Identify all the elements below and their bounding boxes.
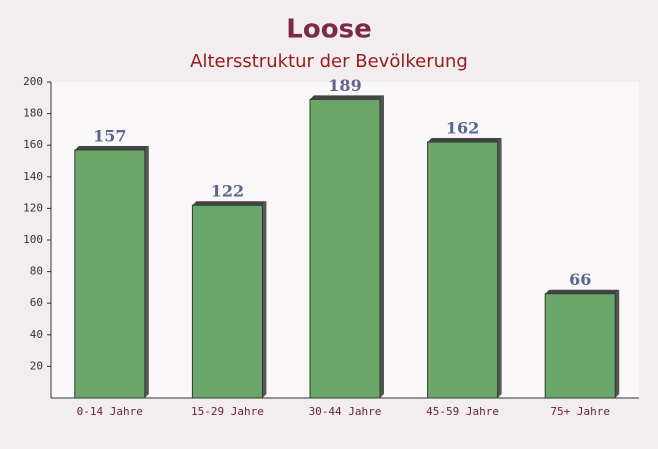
x-tick-label: 45-59 Jahre [426,405,499,418]
y-tick-label: 40 [30,328,43,341]
bar-shadow [310,95,384,100]
bar-shadow [615,289,620,398]
bar-shadow [262,201,267,398]
bar [309,98,381,399]
bar-shadow [192,201,267,206]
value-label: 157 [93,126,126,145]
y-tick-label: 60 [30,296,43,309]
bar-shadow [427,138,502,143]
value-label: 66 [569,270,591,289]
bar-shadow [497,138,502,399]
bar [191,204,263,399]
chart-title: Loose [286,15,371,45]
value-label: 122 [211,182,244,201]
y-tick-label: 80 [30,265,43,278]
y-tick-label: 20 [30,359,43,372]
bar [427,141,499,399]
y-tick-label: 180 [23,107,43,120]
bar-shadow [144,145,149,398]
bar-shadow [74,145,149,150]
x-tick-label: 30-44 Jahre [309,405,382,418]
bar [74,149,146,399]
y-tick-label: 100 [23,233,43,246]
y-tick-label: 160 [23,138,43,151]
bar [544,293,616,399]
x-tick-label: 15-29 Jahre [191,405,264,418]
y-tick-label: 120 [23,201,43,214]
value-label: 189 [328,76,361,95]
value-label: 162 [446,119,479,138]
y-tick-label: 200 [23,75,43,88]
y-tick-label: 140 [23,170,43,183]
bar-shadow [380,95,384,398]
bar-shadow [545,289,620,294]
chart-subtitle: Altersstruktur der Bevölkerung [190,51,468,72]
x-tick-label: 0-14 Jahre [77,405,143,418]
x-tick-label: 75+ Jahre [550,405,610,418]
